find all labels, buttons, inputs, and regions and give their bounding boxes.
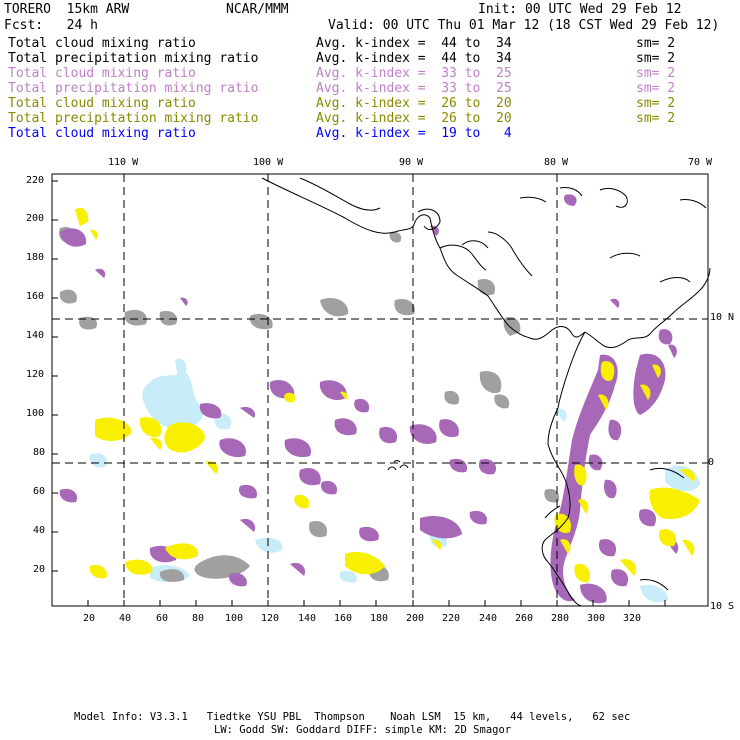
legend-index: Avg. k-index = 33 to 25 — [316, 66, 512, 81]
legend-sm: sm= 2 — [636, 96, 676, 111]
lon-label: 80 W — [544, 157, 569, 168]
axis-ticks — [52, 180, 666, 606]
model-title: TORERO 15km ARW — [4, 2, 130, 17]
lon-label: 110 W — [108, 157, 139, 168]
model-info-line1: Model Info: V3.3.1 Tiedtke YSU PBL Thomp… — [74, 711, 631, 723]
legend-index: Avg. k-index = 44 to 34 — [316, 36, 512, 51]
lat-label: 10 S — [710, 601, 735, 612]
lat-lon-grid — [52, 174, 708, 606]
legend-field: Total precipitation mixing ratio — [8, 111, 259, 126]
legend-sm: sm= 2 — [636, 81, 676, 96]
legend-field: Total cloud mixing ratio — [8, 96, 196, 111]
y-tick-label: 160 — [26, 291, 45, 302]
plot-frame — [51, 173, 709, 607]
legend-field: Total precipitation mixing ratio — [8, 51, 259, 66]
y-tick-label: 200 — [26, 213, 45, 224]
legend-field: Total cloud mixing ratio — [8, 36, 196, 51]
x-tick-label: 100 — [225, 613, 244, 624]
legend-index: Avg. k-index = 19 to 4 — [316, 126, 512, 141]
x-tick-label: 280 — [551, 613, 570, 624]
legend-index: Avg. k-index = 26 to 20 — [316, 96, 512, 111]
x-tick-label: 200 — [406, 613, 425, 624]
y-tick-label: 40 — [33, 525, 46, 536]
model-info-line2: LW: Godd SW: Goddard DIFF: simple KM: 2D… — [214, 724, 512, 736]
x-tick-label: 160 — [334, 613, 353, 624]
valid-time: Valid: 00 UTC Thu 01 Mar 12 (18 CST Wed … — [328, 18, 720, 33]
legend-field: Total cloud mixing ratio — [8, 66, 196, 81]
lat-label: 0 — [708, 457, 715, 468]
legend-index: Avg. k-index = 33 to 25 — [316, 81, 512, 96]
x-tick-label: 240 — [479, 613, 498, 624]
legend-sm: sm= 2 — [636, 66, 676, 81]
y-tick-label: 120 — [26, 369, 45, 380]
x-tick-label: 140 — [298, 613, 317, 624]
x-tick-label: 320 — [623, 613, 642, 624]
forecast-hour: Fcst: 24 h — [4, 18, 98, 33]
x-tick-label: 300 — [587, 613, 606, 624]
legend-field: Total cloud mixing ratio — [8, 126, 196, 141]
lon-label: 70 W — [688, 157, 713, 168]
x-tick-label: 80 — [192, 613, 205, 624]
y-tick-label: 60 — [33, 486, 46, 497]
y-tick-label: 220 — [26, 175, 45, 186]
y-tick-label: 80 — [33, 447, 46, 458]
x-tick-label: 20 — [83, 613, 96, 624]
x-tick-label: 260 — [515, 613, 534, 624]
gray-cloud-areas — [59, 226, 560, 582]
x-tick-label: 60 — [156, 613, 169, 624]
legend-index: Avg. k-index = 44 to 34 — [316, 51, 512, 66]
x-tick-label: 180 — [370, 613, 389, 624]
y-tick-label: 180 — [26, 252, 45, 263]
lon-label: 90 W — [399, 157, 424, 168]
x-tick-label: 40 — [119, 613, 132, 624]
legend-sm: sm= 2 — [636, 51, 676, 66]
y-tick-label: 140 — [26, 330, 45, 341]
x-tick-label: 120 — [261, 613, 280, 624]
yellow-cloud-areas — [75, 207, 700, 583]
institution-label: NCAR/MMM — [226, 2, 289, 17]
x-tick-label: 220 — [442, 613, 461, 624]
lat-label: 10 N — [710, 312, 735, 323]
lon-label: 100 W — [253, 157, 284, 168]
y-tick-label: 20 — [33, 564, 46, 575]
legend-sm: sm= 2 — [636, 36, 676, 51]
legend-sm: sm= 2 — [636, 111, 676, 126]
coastlines — [261, 177, 711, 607]
legend-index: Avg. k-index = 26 to 20 — [316, 111, 512, 126]
legend-field: Total precipitation mixing ratio — [8, 81, 259, 96]
init-time: Init: 00 UTC Wed 29 Feb 12 — [478, 2, 682, 17]
y-tick-label: 100 — [26, 408, 45, 419]
